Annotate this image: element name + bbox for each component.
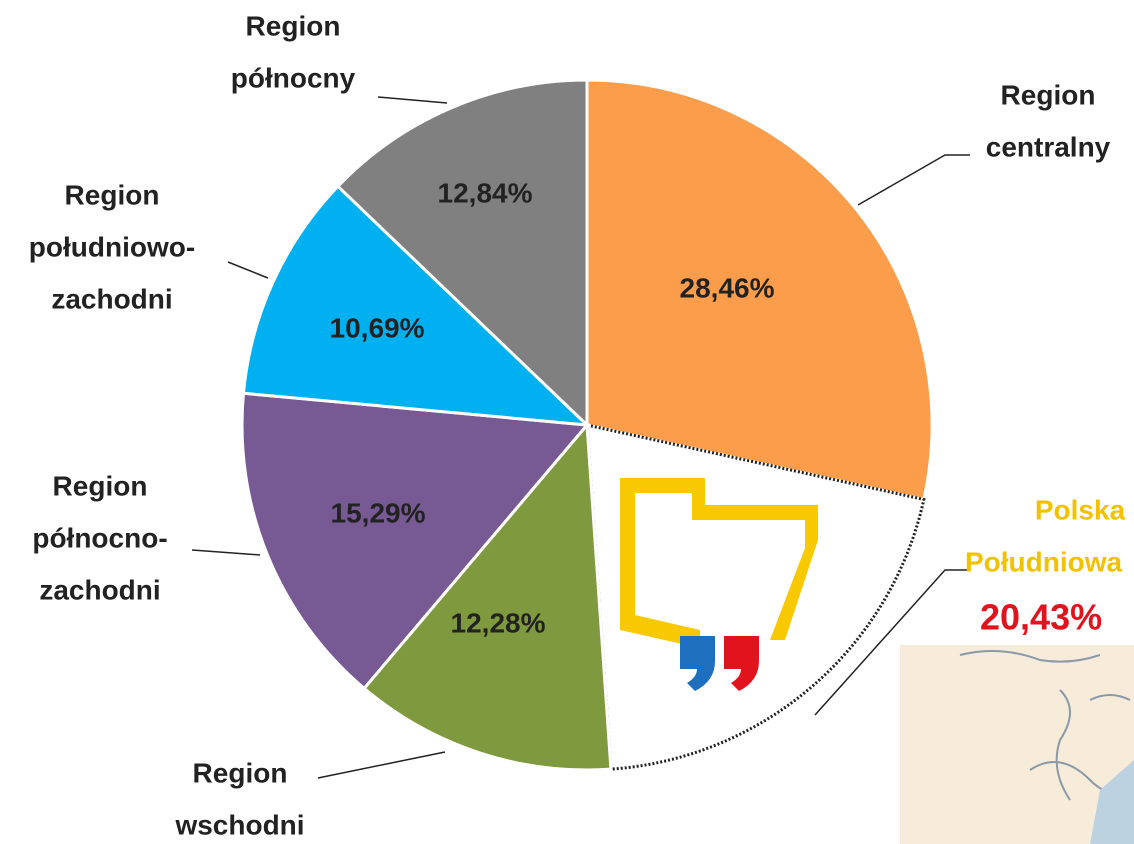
labels: Region centralny Polska Południowa Region wsc… bbox=[29, 10, 1126, 840]
leader-line bbox=[227, 261, 269, 279]
category-label: południowo- bbox=[29, 231, 195, 262]
leader-line bbox=[317, 751, 446, 779]
pie-slice bbox=[585, 423, 926, 771]
pie-slice bbox=[335, 78, 589, 429]
leader-line bbox=[857, 154, 970, 206]
value-label: 12,84% bbox=[438, 177, 533, 208]
map bbox=[900, 645, 1134, 844]
logo bbox=[620, 478, 818, 691]
category-label: Region bbox=[193, 757, 288, 788]
category-label: Region bbox=[53, 470, 148, 501]
category-label: Polska bbox=[1035, 494, 1126, 525]
pie-slice bbox=[240, 391, 591, 691]
value-label: 28,46% bbox=[680, 272, 775, 303]
category-label: północno- bbox=[32, 522, 167, 553]
pie bbox=[240, 78, 934, 772]
value-label: 20,43% bbox=[980, 597, 1102, 638]
value-label: 15,29% bbox=[331, 497, 426, 528]
pie-slice bbox=[241, 184, 592, 427]
leader-lines bbox=[191, 96, 970, 779]
leader-line bbox=[191, 549, 261, 556]
category-label: Południowa bbox=[965, 546, 1123, 577]
leader-line bbox=[814, 569, 968, 716]
value-label: 10,69% bbox=[330, 312, 425, 343]
value-label: 12,28% bbox=[451, 607, 546, 638]
category-label: północny bbox=[231, 62, 356, 93]
category-label: centralny bbox=[986, 131, 1111, 162]
category-label: Region bbox=[246, 10, 341, 41]
pie-slice bbox=[585, 78, 934, 502]
category-label: Region bbox=[65, 179, 160, 210]
category-label: zachodni bbox=[39, 574, 160, 605]
leader-line bbox=[377, 96, 448, 104]
category-label: wschodni bbox=[174, 809, 304, 840]
pie-slice bbox=[362, 421, 613, 772]
category-label: Region bbox=[1001, 79, 1096, 110]
category-label: zachodni bbox=[51, 283, 172, 314]
